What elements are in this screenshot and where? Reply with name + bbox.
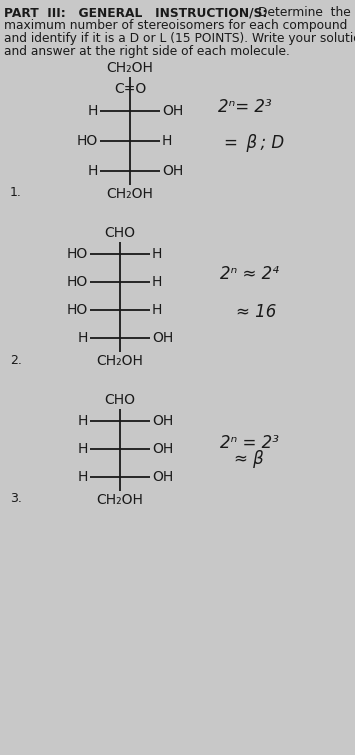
Text: CH₂OH: CH₂OH [97, 493, 143, 507]
Text: 3.: 3. [10, 492, 22, 506]
Text: CH₂OH: CH₂OH [106, 187, 153, 201]
Text: OH: OH [152, 414, 173, 428]
Text: 2.: 2. [10, 353, 22, 366]
Text: CHO: CHO [104, 393, 136, 407]
Text: HO: HO [67, 303, 88, 317]
Text: H: H [152, 275, 162, 289]
Text: H: H [78, 470, 88, 484]
Text: HO: HO [77, 134, 98, 148]
Text: and identify if it is a D or L (15 POINTS). Write your solution: and identify if it is a D or L (15 POINT… [4, 32, 355, 45]
Text: OH: OH [152, 470, 173, 484]
Text: ≈ 16: ≈ 16 [236, 303, 277, 321]
Text: OH: OH [152, 331, 173, 345]
Text: Determine  the: Determine the [258, 6, 351, 19]
Text: PART  III:   GENERAL   INSTRUCTION/S:: PART III: GENERAL INSTRUCTION/S: [4, 6, 267, 19]
Text: CHO: CHO [104, 226, 136, 240]
Text: OH: OH [162, 104, 183, 118]
Text: OH: OH [152, 442, 173, 456]
Text: H: H [162, 134, 173, 148]
Text: H: H [152, 247, 162, 261]
Text: 1.: 1. [10, 186, 22, 199]
Text: and answer at the right side of each molecule.: and answer at the right side of each mol… [4, 45, 290, 58]
Text: =  β ; D: = β ; D [224, 134, 284, 152]
Text: 2ⁿ ≈ 2⁴: 2ⁿ ≈ 2⁴ [220, 265, 279, 283]
Text: CH₂OH: CH₂OH [106, 61, 153, 75]
Text: C=O: C=O [114, 82, 146, 96]
Text: 2ⁿ= 2³: 2ⁿ= 2³ [218, 98, 272, 116]
Text: ≈ β: ≈ β [234, 450, 264, 468]
Text: H: H [88, 104, 98, 118]
Text: HO: HO [67, 247, 88, 261]
Text: H: H [78, 331, 88, 345]
Text: H: H [78, 414, 88, 428]
Text: CH₂OH: CH₂OH [97, 354, 143, 368]
Text: H: H [78, 442, 88, 456]
Text: 2ⁿ = 2³: 2ⁿ = 2³ [220, 434, 279, 452]
Text: HO: HO [67, 275, 88, 289]
Text: H: H [88, 164, 98, 178]
Text: maximum number of stereoisomers for each compound: maximum number of stereoisomers for each… [4, 19, 348, 32]
Text: H: H [152, 303, 162, 317]
Text: OH: OH [162, 164, 183, 178]
